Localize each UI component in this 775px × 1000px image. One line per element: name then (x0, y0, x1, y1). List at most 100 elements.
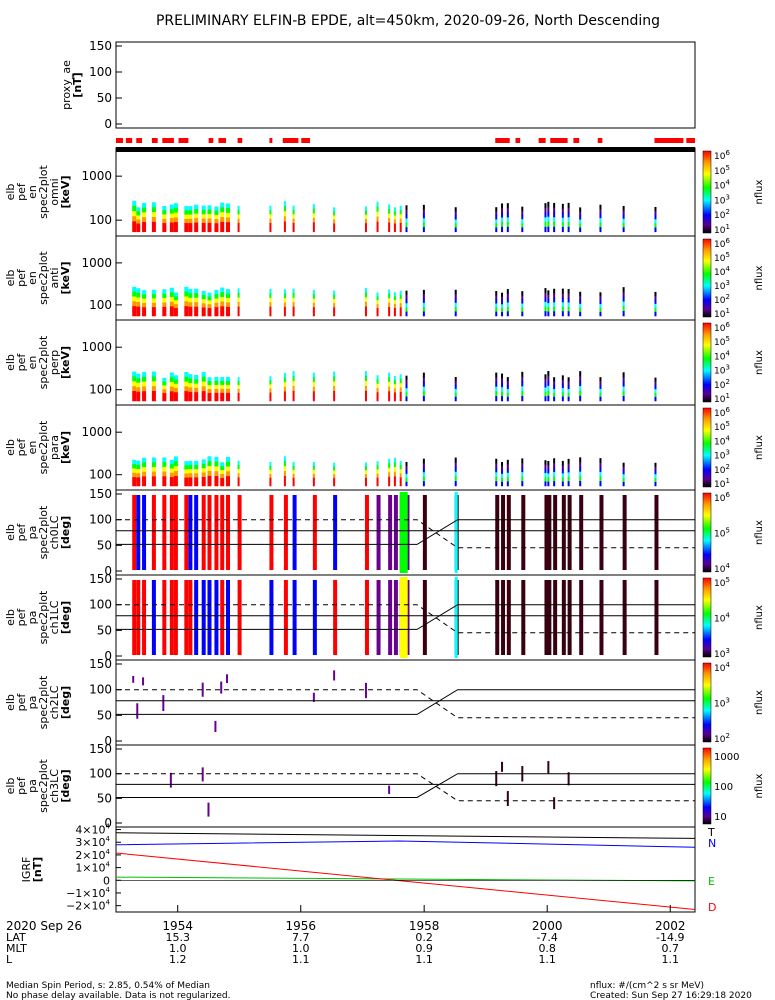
spectrogram-bin (376, 379, 379, 385)
spectrogram-bin (495, 377, 498, 383)
row-value: 1.2 (169, 953, 187, 966)
spectrogram-bin (207, 385, 212, 390)
spectrogram-bin (579, 376, 582, 382)
spectrogram-bin (136, 292, 141, 298)
spectrogram-bin (553, 797, 556, 810)
spectrogram-bin (579, 307, 582, 313)
spectrogram-bin (188, 223, 193, 228)
spectrogram-bin (173, 461, 178, 467)
loss-cone-line (116, 519, 695, 545)
row-value: 0.7 (661, 942, 679, 955)
colorbar-tick-label: 102 (714, 293, 730, 306)
spectrogram-bin (393, 207, 396, 212)
spectrogram-bin (269, 227, 272, 233)
date-label: 2020 Sep 26 (6, 919, 82, 933)
spectrogram-bin (561, 306, 564, 312)
spectrogram-bin (521, 376, 524, 382)
spectrogram-bin (506, 388, 509, 394)
spectrogram-bin (544, 378, 547, 384)
spectrogram-bin (201, 495, 206, 570)
spectrogram-bin (283, 391, 286, 397)
spectrogram-bin (393, 292, 396, 297)
spectrogram-bin (214, 720, 217, 732)
spectrogram-bin (173, 203, 178, 209)
spectrogram-bin (184, 310, 189, 317)
spectrogram-bin (226, 480, 231, 487)
spectrogram-bin (544, 212, 547, 218)
spectrogram-bin (333, 227, 336, 233)
spectrogram-bin (173, 375, 178, 381)
spectrogram-bin (622, 377, 625, 383)
spectrogram-bin (521, 303, 524, 309)
spectrogram-bin (567, 467, 570, 473)
spectrogram-bin (162, 223, 167, 228)
spectrogram-bin (184, 227, 189, 233)
ylabel-line: spec2plot (37, 420, 50, 474)
spectrogram-bin (544, 217, 547, 223)
spectrogram-bin (226, 217, 231, 223)
spectrogram-bin (376, 296, 379, 301)
spectrogram-bin (547, 477, 550, 483)
spectrogram-bin (194, 293, 199, 299)
spectrogram-bin (422, 289, 425, 295)
spectrogram-bin (237, 377, 240, 382)
spectrogram-bin (162, 580, 167, 655)
row-value: 1.1 (661, 953, 679, 966)
spectrogram-bin (132, 291, 137, 297)
ylabel-line: spec2plot (37, 335, 50, 389)
spectrogram-bin (142, 302, 147, 308)
spectrogram-bin (142, 580, 147, 655)
spectrogram-bin (184, 391, 189, 397)
spectrogram-bin (333, 474, 336, 479)
spectrogram-bin (399, 481, 402, 487)
spectrogram-bin (599, 204, 602, 210)
spectrogram-bin (237, 297, 240, 303)
spectrogram-bin (142, 395, 147, 402)
spectrogram-bin (399, 465, 402, 470)
row-value: 15.3 (165, 931, 190, 944)
spectrogram-bin (292, 222, 295, 228)
spectrogram-bin (194, 392, 199, 397)
spectrogram-bin (376, 206, 379, 213)
spectrogram-bin (579, 390, 582, 397)
spectrogram-bin (132, 395, 137, 402)
data-availability-bar (151, 138, 158, 143)
spectrogram-bin (237, 288, 240, 294)
spectrogram-bin (501, 477, 504, 483)
spectrogram-bin (188, 580, 193, 655)
spectrogram-bin (561, 580, 566, 655)
spectrogram-bin (194, 302, 199, 308)
spectrogram-bin (184, 286, 189, 293)
spectrogram-bin (194, 227, 199, 233)
colorbar-tick-label: 100 (714, 782, 733, 793)
spectrogram-bin (312, 481, 315, 487)
spectrogram-bin (561, 217, 564, 223)
spectrogram-bin (151, 294, 156, 299)
colorbar-tick-label: 104 (714, 179, 730, 192)
spectrogram-bin (283, 461, 286, 467)
spectrogram-bin (622, 287, 625, 293)
spectrogram-bin (226, 311, 231, 317)
colorbar-tick-label: 103 (714, 193, 730, 206)
spectrogram-bin (393, 227, 396, 233)
spectrogram-bin (283, 306, 286, 312)
spectrogram-bin (292, 302, 295, 308)
spectrogram-bin (544, 481, 547, 487)
spectrogram-bin (136, 387, 141, 393)
row-label-l: L (6, 953, 13, 966)
spectrogram-bin (654, 580, 659, 655)
spectrogram-bin (207, 296, 212, 301)
spectrogram-bin (501, 469, 504, 475)
spectrogram-bin (214, 471, 219, 477)
spectrogram-bin (521, 386, 524, 392)
spectrogram-bin (495, 215, 498, 220)
spectrogram-bin (220, 384, 225, 390)
spectrogram-bin (501, 387, 504, 393)
spectrogram-bin (506, 203, 509, 209)
spectrogram-bin (454, 471, 457, 477)
spectrogram-bin (333, 580, 338, 655)
spectrogram-bin (454, 294, 457, 299)
spectrogram-bin (422, 391, 425, 397)
spectrogram-bin (622, 214, 625, 220)
spectrogram-bin (142, 307, 147, 313)
